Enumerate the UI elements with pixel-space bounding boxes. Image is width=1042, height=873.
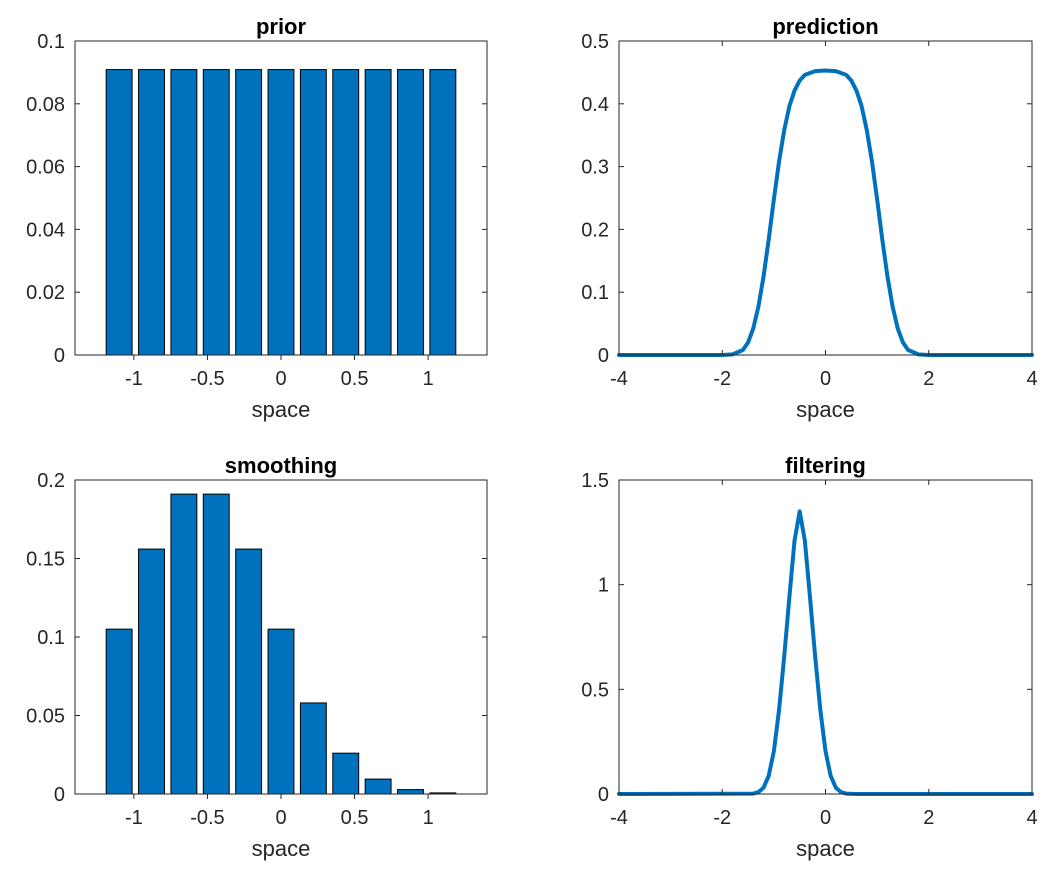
smoothing-xtick-label: 0 <box>275 807 286 829</box>
prediction-ytick-label: 0 <box>598 345 609 367</box>
chart-filtering: 0 0.5 1 1.5 -4 -2 0 2 4 space filtering <box>581 453 1037 861</box>
smoothing-bar-3 <box>170 493 198 795</box>
prediction-xtick-label: 0 <box>820 368 831 390</box>
prior-xtick-label: 0.5 <box>341 368 369 390</box>
prior-bar-8 <box>332 69 360 356</box>
smoothing-xtick-label: -0.5 <box>190 807 224 829</box>
smoothing-bar-10 <box>397 789 424 795</box>
smoothing-xtick-label: 1 <box>423 807 434 829</box>
filtering-xtick-label: -4 <box>610 807 628 829</box>
prediction-xtick-label: -4 <box>610 368 628 390</box>
smoothing-bar-1 <box>105 628 133 795</box>
smoothing-bar-7 <box>299 702 327 795</box>
smoothing-bar-4 <box>202 493 230 795</box>
prior-bar-9 <box>364 69 392 356</box>
prediction-xlabel: space <box>796 397 855 422</box>
prediction-title: prediction <box>772 14 878 39</box>
prior-xlabel: space <box>252 397 311 422</box>
smoothing-bar-2 <box>138 548 165 795</box>
prediction-ytick-label: 0.5 <box>581 31 609 53</box>
prior-bar-6 <box>267 69 295 356</box>
prediction-xtick-label: -2 <box>713 368 731 390</box>
smoothing-ytick-label: 0.2 <box>37 470 65 492</box>
prior-bar-10 <box>397 69 424 356</box>
smoothing-title: smoothing <box>225 453 337 478</box>
chart-prediction: 0 0.1 0.2 0.3 0.4 0.5 -4 -2 0 2 4 space prediction <box>581 14 1037 422</box>
filtering-ytick-label: 1 <box>598 575 609 597</box>
smoothing-bar-8 <box>332 752 360 795</box>
prior-ytick-label: 0.04 <box>26 219 65 241</box>
prior-ytick-label: 0.1 <box>37 31 65 53</box>
smoothing-xtick-label: -1 <box>125 807 143 829</box>
prediction-ytick-label: 0.2 <box>581 219 609 241</box>
smoothing-ytick-label: 0.05 <box>26 706 65 728</box>
prediction-xtick-label: 2 <box>923 368 934 390</box>
prediction-ytick-label: 0.1 <box>581 282 609 304</box>
smoothing-xtick-label: 0.5 <box>341 807 369 829</box>
prior-bar-1 <box>105 69 133 356</box>
prior-bar-11 <box>429 69 457 356</box>
filtering-xlabel: space <box>796 836 855 861</box>
prediction-axes-box <box>618 40 1033 356</box>
prior-bar-3 <box>170 69 198 356</box>
chart-prior: 0 0.02 0.04 0.06 0.08 0.1 -1 -0.5 0 0.5 1 space prio… <box>26 14 488 422</box>
filtering-series-line <box>617 509 1034 796</box>
smoothing-bar-6 <box>267 628 295 795</box>
filtering-xtick-label: 2 <box>923 807 934 829</box>
filtering-title: filtering <box>785 453 866 478</box>
smoothing-ytick-label: 0 <box>54 784 65 806</box>
prior-ytick-label: 0.08 <box>26 94 65 116</box>
prior-xtick-label: -0.5 <box>190 368 224 390</box>
smoothing-ytick-label: 0.1 <box>37 627 65 649</box>
filtering-xtick-label: 4 <box>1026 807 1037 829</box>
smoothing-ytick-label: 0.15 <box>26 549 65 571</box>
filtering-ytick-label: 0 <box>598 784 609 806</box>
filtering-ytick-label: 1.5 <box>581 470 609 492</box>
prior-xtick-label: 0 <box>275 368 286 390</box>
prediction-series-line <box>617 68 1034 357</box>
smoothing-bar-9 <box>364 778 392 795</box>
prediction-xtick-label: 4 <box>1026 368 1037 390</box>
prior-bar-4 <box>202 69 230 356</box>
filtering-xtick-label: -2 <box>713 807 731 829</box>
prior-bar-2 <box>138 69 165 356</box>
chart-smoothing: 0 0.05 0.1 0.15 0.2 -1 -0.5 0 0.5 1 space smoothing <box>26 453 488 861</box>
filtering-xtick-label: 0 <box>820 807 831 829</box>
prediction-ytick-label: 0.4 <box>581 94 609 116</box>
prior-xtick-label: -1 <box>125 368 143 390</box>
prediction-ytick-label: 0.3 <box>581 157 609 179</box>
prior-ytick-label: 0.06 <box>26 157 65 179</box>
smoothing-bar-5 <box>235 548 263 795</box>
prior-ytick-label: 0 <box>54 345 65 367</box>
smoothing-xlabel: space <box>252 836 311 861</box>
prior-bar-5 <box>235 69 263 356</box>
prior-title: prior <box>256 14 307 39</box>
prior-xtick-label: 1 <box>423 368 434 390</box>
filtering-ytick-label: 0.5 <box>581 679 609 701</box>
prior-bar-7 <box>299 69 327 356</box>
prior-ytick-label: 0.02 <box>26 282 65 304</box>
